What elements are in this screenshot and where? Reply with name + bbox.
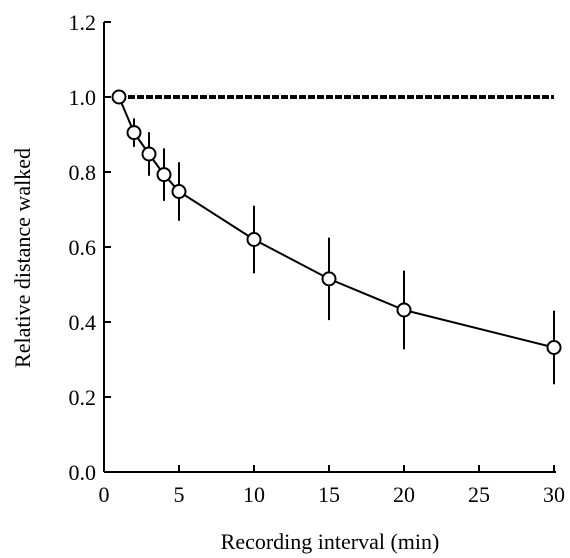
data-point [141,146,157,162]
data-point [546,340,562,355]
y-axis-label: Relative distance walked [10,148,35,368]
x-axis-label: Recording interval (min) [221,529,440,554]
x-tick-label: 20 [393,482,415,507]
data-point [246,232,262,247]
y-tick-label: 0.8 [69,160,97,185]
y-tick-label: 0.2 [69,385,97,410]
series-line [118,96,555,349]
data-point [156,167,172,183]
y-tick-label: 1.2 [69,10,97,35]
series-layer [111,89,562,385]
y-tick-label: 0.0 [69,460,97,485]
x-tick-label: 15 [318,482,340,507]
x-tick-label: 25 [468,482,490,507]
y-tick-label: 0.4 [69,310,97,335]
x-tick-label: 30 [543,482,565,507]
y-tick-label: 1.0 [69,85,97,110]
data-point [321,271,337,287]
x-tick-label: 0 [99,482,110,507]
axes-layer: 0 5 10 15 20 25 30 0.0 0.2 0.4 0.6 0.8 1.0 1.2 [69,10,566,507]
x-tick-label: 5 [174,482,185,507]
y-tick-label: 0.6 [69,235,97,260]
data-point [126,125,142,141]
x-tick-label: 10 [243,482,265,507]
data-point [396,302,412,318]
data-point [111,89,127,105]
data-point [171,184,187,199]
